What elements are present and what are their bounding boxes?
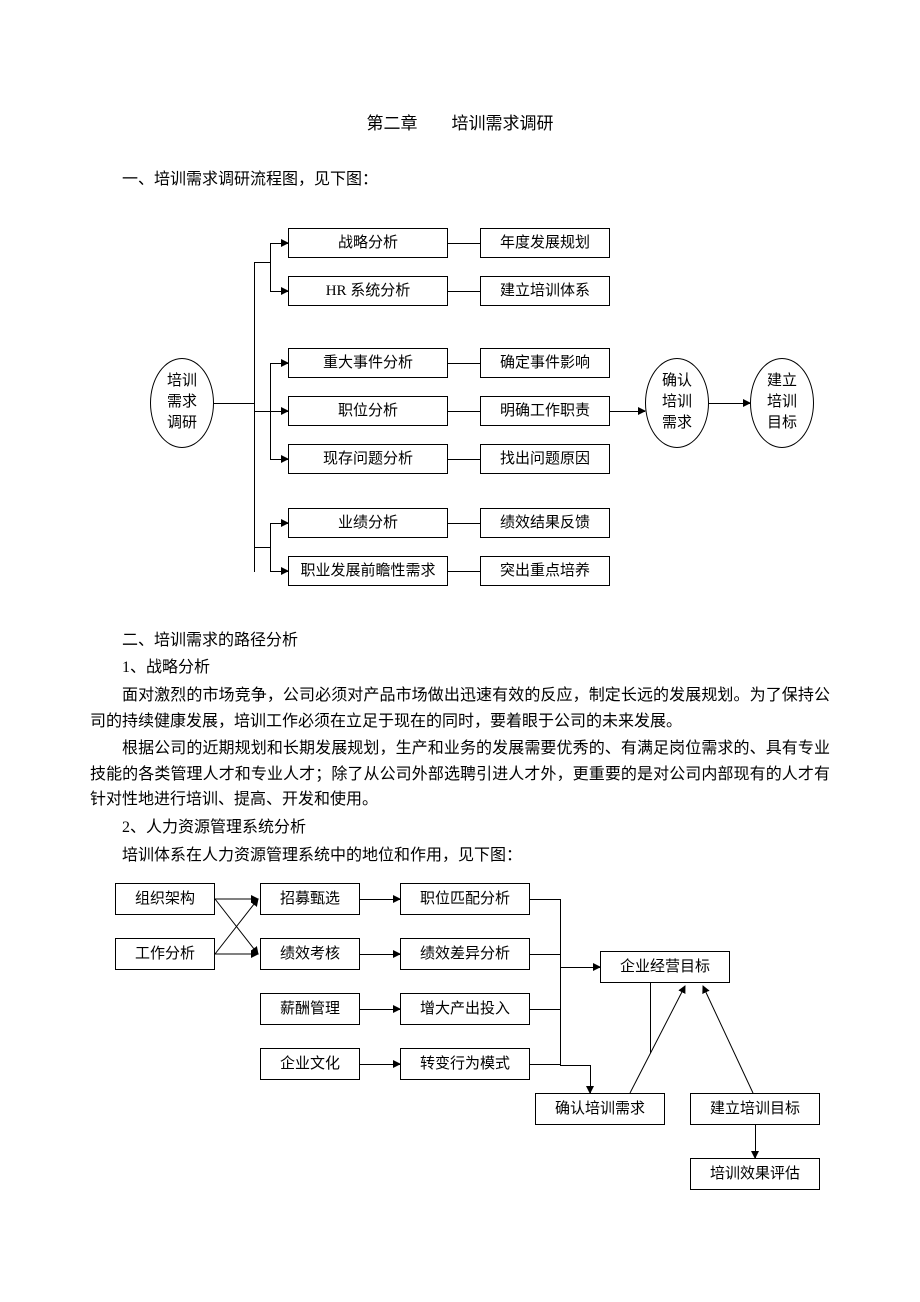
box-position-match: 职位匹配分析 <box>400 883 530 915</box>
connector <box>448 523 480 524</box>
box-culture: 企业文化 <box>260 1048 360 1080</box>
box-strategy: 战略分析 <box>288 228 448 258</box>
node-goal: 建立培训目标 <box>750 358 814 448</box>
connector <box>254 547 270 548</box>
box-annual-plan: 年度发展规划 <box>480 228 610 258</box>
connector <box>270 459 288 460</box>
box-perf-gap: 绩效差异分析 <box>400 938 530 970</box>
box-behavior: 转变行为模式 <box>400 1048 530 1080</box>
box-performance: 业绩分析 <box>288 508 448 538</box>
connector <box>270 243 271 291</box>
box-position: 职位分析 <box>288 396 448 426</box>
connector <box>360 899 400 900</box>
box-problem: 现存问题分析 <box>288 444 448 474</box>
connector <box>610 411 645 412</box>
box-job-duty: 明确工作职责 <box>480 396 610 426</box>
box-key-training: 突出重点培养 <box>480 556 610 586</box>
box-career: 职业发展前瞻性需求 <box>288 556 448 586</box>
diagram-flowchart-2: 组织架构 工作分析 招募甄选 绩效考核 薪酬管理 企业文化 职位匹配分析 绩效差… <box>90 883 830 1203</box>
subsection-1-label: 1、战略分析 <box>90 655 830 681</box>
section1-heading: 一、培训需求调研流程图，见下图： <box>90 167 830 193</box>
connector <box>448 411 480 412</box>
connector <box>214 403 254 404</box>
connector <box>709 403 750 404</box>
connector <box>530 1064 560 1065</box>
box-compensation: 薪酬管理 <box>260 993 360 1025</box>
connector <box>560 899 561 1065</box>
connector <box>215 883 265 973</box>
box-recruit: 招募甄选 <box>260 883 360 915</box>
box-build-system: 建立培训体系 <box>480 276 610 306</box>
connector <box>590 1065 591 1093</box>
connector <box>270 243 288 244</box>
diagram-flowchart-1: 培训需求调研 确认培训需求 建立培训目标 战略分析 HR 系统分析 重大事件分析… <box>90 218 830 598</box>
connector <box>530 954 560 955</box>
connector <box>254 262 270 263</box>
box-perf-feedback: 绩效结果反馈 <box>480 508 610 538</box>
box-increase-output: 增大产出投入 <box>400 993 530 1025</box>
node-confirm: 确认培训需求 <box>645 358 709 448</box>
connector <box>530 1009 560 1010</box>
connector <box>270 523 288 524</box>
box-evaluate: 培训效果评估 <box>690 1158 820 1190</box>
node-start: 培训需求调研 <box>150 358 214 448</box>
connector <box>360 954 400 955</box>
box-event: 重大事件分析 <box>288 348 448 378</box>
box-hr-system: HR 系统分析 <box>288 276 448 306</box>
box-biz-goal: 企业经营目标 <box>600 951 730 983</box>
body-text: 二、培训需求的路径分析 1、战略分析 面对激烈的市场竞争，公司必须对产品市场做出… <box>90 628 830 868</box>
connector <box>448 243 480 244</box>
connector <box>270 363 288 364</box>
connector <box>270 571 288 572</box>
connector <box>755 1125 756 1158</box>
box-perf-assess: 绩效考核 <box>260 938 360 970</box>
box-job-analysis: 工作分析 <box>115 938 215 970</box>
connector <box>254 262 255 572</box>
connector <box>448 571 480 572</box>
box-event-impact: 确定事件影响 <box>480 348 610 378</box>
subsection-2-label: 2、人力资源管理系统分析 <box>90 815 830 841</box>
section2-heading: 二、培训需求的路径分析 <box>90 628 830 654</box>
connector <box>360 1064 400 1065</box>
connector <box>448 363 480 364</box>
connector <box>448 291 480 292</box>
connector <box>360 1009 400 1010</box>
connector <box>254 411 270 412</box>
box-problem-cause: 找出问题原因 <box>480 444 610 474</box>
chapter-title: 第二章 培训需求调研 <box>90 110 830 137</box>
box-org-structure: 组织架构 <box>115 883 215 915</box>
connector <box>448 459 480 460</box>
paragraph: 培训体系在人力资源管理系统中的地位和作用，见下图： <box>90 843 830 869</box>
connector <box>560 1065 590 1066</box>
connector <box>560 967 600 968</box>
paragraph: 面对激烈的市场竞争，公司必须对产品市场做出迅速有效的反应，制定长远的发展规划。为… <box>90 683 830 734</box>
paragraph: 根据公司的近期规划和长期发展规划，生产和业务的发展需要优秀的、有满足岗位需求的、… <box>90 736 830 813</box>
connector <box>270 523 271 571</box>
connector <box>698 983 768 1098</box>
connector <box>530 899 560 900</box>
connector <box>270 291 288 292</box>
connector <box>270 411 288 412</box>
